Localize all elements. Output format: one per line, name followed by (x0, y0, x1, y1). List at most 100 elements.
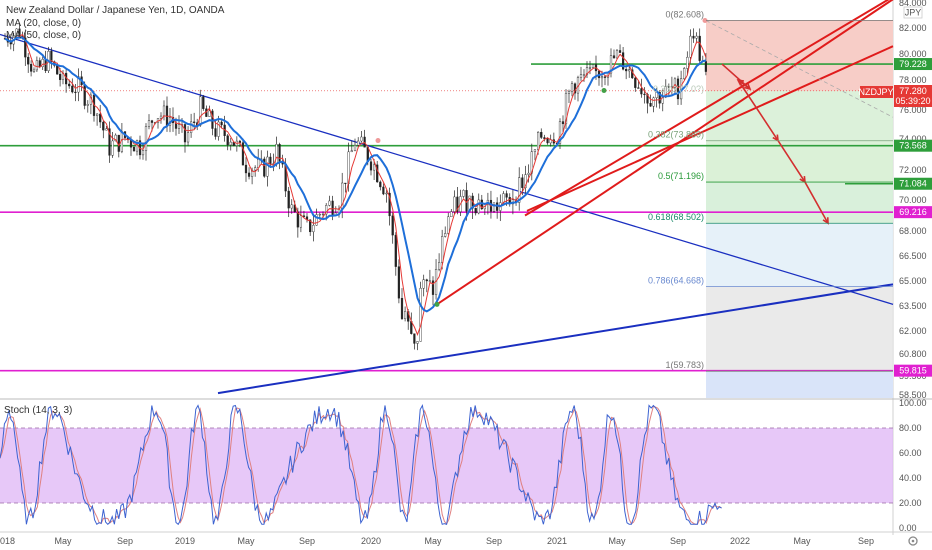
candle-body (582, 74, 586, 76)
stoch-axis-ticks: 100.00 80.00 60.00 40.00 20.00 0.00 (899, 398, 927, 533)
price-tick-label: 80.000 (899, 49, 927, 59)
candle-body (477, 199, 480, 214)
level-tag-box (894, 177, 932, 190)
candle-body (667, 86, 670, 88)
legend-ma-50[interactable]: MA (50, close, 0) (6, 30, 81, 41)
candle-body (226, 135, 229, 146)
stoch-tick-label: 40.00 (899, 473, 922, 483)
fib-zone (706, 223, 893, 287)
time-tick-label: Sep (670, 536, 686, 546)
level-tag-label: 79.228 (899, 59, 927, 69)
candle-body (704, 61, 707, 72)
candle-body (698, 35, 701, 61)
price-tick-label: 82.000 (899, 23, 927, 33)
red-trendline-steep[interactable] (436, 0, 894, 306)
stoch-tick-label: 0.00 (899, 523, 917, 533)
candle-body (102, 121, 105, 131)
candle-body (95, 113, 99, 116)
candle-body (530, 151, 533, 174)
candle-body (652, 97, 655, 107)
candle-body (59, 74, 62, 80)
candle-body (524, 174, 527, 188)
candle-body (50, 51, 53, 62)
candle-body (86, 104, 89, 106)
dashed-projection (705, 20, 894, 118)
level-tag-label: 59.815 (899, 366, 927, 376)
legend-ma-20[interactable]: MA (20, close, 0) (6, 18, 81, 29)
candle-body (287, 190, 290, 209)
candle-body (533, 149, 537, 152)
candle-body (241, 142, 245, 166)
candle-body (683, 68, 686, 79)
stoch-tick-label: 20.00 (899, 498, 922, 508)
candle-body (474, 207, 477, 214)
time-tick-label: 2020 (361, 536, 381, 546)
countdown-tag: 05:39:20 (895, 96, 930, 106)
price-tag: 77.280 (899, 86, 927, 96)
position-boxes (706, 20, 893, 224)
price-tick-label: 74.000 (899, 134, 927, 144)
candle-body (695, 35, 698, 39)
candle-body (612, 55, 616, 59)
price-tick-label: 72.000 (899, 165, 927, 175)
candle-body (579, 74, 583, 78)
candle-body (438, 262, 441, 270)
candle-body (453, 196, 456, 212)
symbol-tag: NZDJPY (858, 87, 893, 97)
candle-body (546, 138, 549, 144)
stoch-tick-label: 80.00 (899, 423, 922, 433)
projection-path[interactable] (721, 63, 829, 224)
red-trendline-low[interactable] (526, 45, 894, 212)
candle-body (111, 140, 114, 156)
candle-body (344, 182, 347, 185)
candle-body (388, 192, 391, 217)
candle-body (186, 132, 190, 143)
candle-body (673, 78, 677, 88)
currency-badge-box (903, 6, 923, 19)
ascending-support-line[interactable] (217, 283, 894, 395)
candle-body (144, 126, 148, 151)
fib-level-label: 0.618(68.502) (648, 212, 704, 222)
candle-body (447, 216, 450, 234)
currency-badge[interactable]: JPY (905, 8, 922, 18)
time-tick-label: 2022 (730, 536, 750, 546)
candle-body (309, 219, 312, 233)
ma-50-line (4, 36, 707, 313)
candle-body (591, 64, 595, 68)
time-tick-label: May (608, 536, 626, 546)
candle-body (105, 128, 108, 131)
candle-body (247, 172, 251, 177)
candle-body (202, 96, 205, 109)
level-tag-box (894, 206, 932, 219)
candle-body (77, 76, 80, 93)
candle-body (686, 56, 689, 69)
red-trendline-mid[interactable] (524, 0, 893, 217)
pivot-high-marker (375, 138, 381, 144)
pivot-markers (375, 18, 708, 307)
candle-body (567, 91, 571, 94)
candle-body (266, 156, 269, 177)
descending-trendline[interactable] (0, 33, 894, 305)
candle-body (24, 37, 27, 58)
candle-body (588, 67, 592, 69)
candle-body (444, 233, 447, 237)
time-tick-label: Sep (486, 536, 502, 546)
pivot-high-marker (702, 18, 708, 23)
target-zone (706, 90, 893, 224)
candle-body (162, 105, 166, 117)
price-tick-label: 58.500 (899, 390, 927, 400)
fib-zone (706, 286, 893, 372)
candle-body (431, 280, 435, 295)
stoch-tick-label: 100.00 (899, 398, 927, 408)
candle-body (312, 224, 315, 233)
drawing-lines[interactable] (0, 0, 894, 395)
stoch-title[interactable]: Stoch (14, 3, 3) (4, 405, 72, 416)
candle-body (540, 132, 543, 138)
candle-body (315, 214, 318, 226)
price-tick-label: 76.000 (899, 105, 927, 115)
level-tag-box (894, 139, 932, 152)
pivot-low-marker (434, 301, 440, 307)
gear-icon[interactable] (908, 536, 918, 546)
stoch-band (0, 428, 893, 503)
